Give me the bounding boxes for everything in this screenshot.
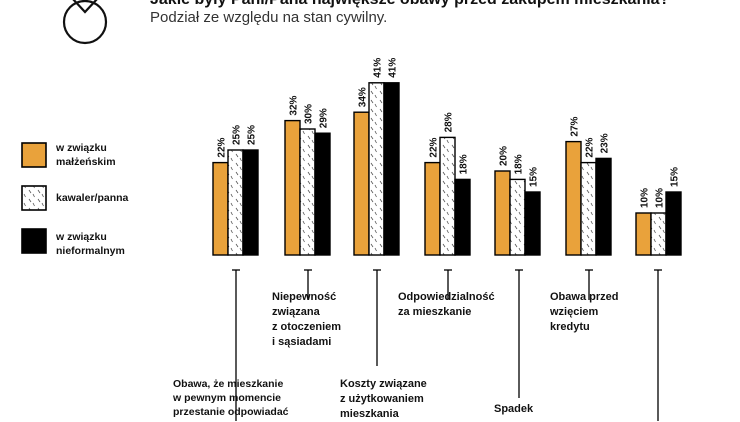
bar-4-1: [424, 161, 441, 256]
bar-5-2: [509, 178, 526, 256]
bar-2-1: [284, 119, 301, 256]
value-label-3-1: 34%: [358, 87, 369, 107]
bar-3-1: [353, 111, 370, 256]
value-label-1-3: 25%: [247, 125, 258, 145]
value-label-4-2: 28%: [444, 112, 455, 132]
value-label-6-1: 27%: [570, 116, 581, 136]
bar-4-3: [454, 178, 471, 256]
category-label-6: Obawa przed wzięciem kredytu: [550, 291, 619, 333]
category-label-1: Obawa, że mieszkanie w pewnym momencie p…: [173, 378, 289, 418]
value-label-6-2: 22%: [585, 137, 596, 157]
legend-label-married: w związku małżeńskim: [56, 142, 116, 168]
legend-swatch-2: [21, 185, 47, 211]
value-label-4-1: 22%: [429, 137, 440, 157]
bar-1-1: [212, 161, 229, 256]
bar-6-3: [595, 157, 612, 256]
value-label-3-3: 41%: [388, 58, 399, 78]
value-label-5-1: 20%: [499, 146, 510, 166]
chart-subtitle: Podział ze względu na stan cywilny.: [150, 9, 388, 26]
value-label-3-2: 41%: [373, 58, 384, 78]
category-label-2: Niepewność związana z otoczeniem i sąsia…: [272, 291, 342, 348]
bar-7-1: [635, 212, 652, 256]
bar-1-2: [227, 149, 244, 256]
chart-title: Jakie były Pani/Pana największe obawy pr…: [150, 0, 669, 9]
bar-3-2: [368, 82, 385, 256]
value-label-1-2: 25%: [232, 125, 243, 145]
bar-2-2: [299, 128, 316, 256]
category-label-3: Koszty związane z użytkowaniem mieszkani…: [340, 378, 427, 420]
value-label-7-3: 15%: [670, 167, 681, 187]
value-label-6-3: 23%: [600, 133, 611, 153]
value-label-1-1: 22%: [217, 137, 228, 157]
bar-1-3: [242, 149, 259, 256]
bar-2-3: [314, 132, 331, 256]
legend-label-informal: w związku nieformalnym: [56, 231, 125, 257]
value-label-7-1: 10%: [640, 188, 651, 208]
bar-6-2: [580, 161, 597, 256]
legend-swatch-1: [21, 142, 47, 168]
legend-label-single: kawaler/panna: [56, 192, 129, 204]
category-label-4: Odpowiedzialność za mieszkanie: [398, 291, 495, 318]
category-label-5: Spadek: [494, 403, 534, 415]
bar-6-1: [565, 140, 582, 256]
bar-7-3: [665, 191, 682, 256]
bar-7-2: [650, 212, 667, 256]
value-label-4-3: 18%: [459, 154, 470, 174]
value-label-2-1: 32%: [289, 95, 300, 115]
bar-4-2: [439, 136, 456, 256]
value-label-5-2: 18%: [514, 154, 525, 174]
logo-ring-icon: [62, 0, 108, 45]
value-label-2-3: 29%: [319, 108, 330, 128]
bar-5-1: [494, 170, 511, 256]
bar-5-3: [524, 191, 541, 256]
value-label-2-2: 30%: [304, 104, 315, 124]
value-label-7-2: 10%: [655, 188, 666, 208]
value-label-5-3: 15%: [529, 167, 540, 187]
bar-3-3: [383, 82, 400, 256]
legend-swatch-3: [21, 228, 47, 254]
